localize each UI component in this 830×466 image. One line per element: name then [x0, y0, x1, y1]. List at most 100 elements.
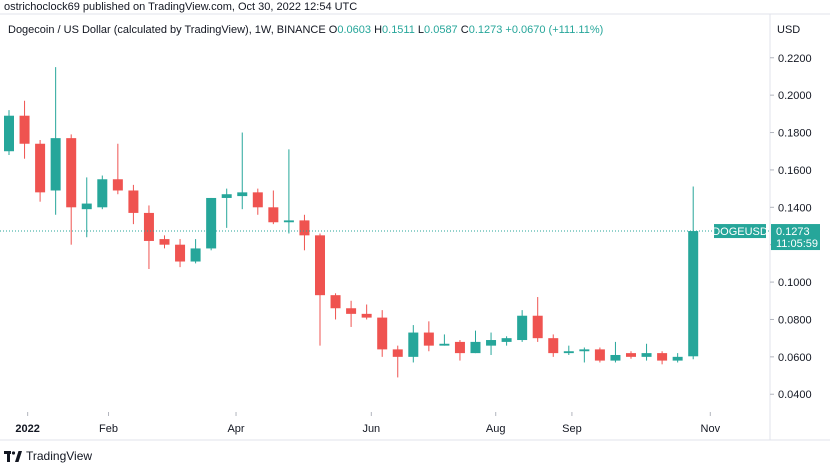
- x-tick-label: Aug: [486, 423, 506, 435]
- candle-body: [315, 235, 325, 296]
- candle-body: [19, 115, 30, 144]
- open-label: O: [328, 24, 338, 36]
- candle[interactable]: [97, 175, 108, 210]
- candle-body: [688, 231, 699, 357]
- candle-body: [672, 356, 683, 361]
- high-label: H: [374, 24, 383, 36]
- candle[interactable]: [454, 340, 465, 361]
- y-tick-label: 0.0600: [778, 352, 812, 364]
- candles-layer: [4, 67, 699, 378]
- candle[interactable]: [377, 310, 388, 357]
- candle-body: [330, 295, 341, 309]
- candle[interactable]: [532, 297, 543, 342]
- candle[interactable]: [128, 184, 139, 225]
- candle-body: [81, 203, 92, 210]
- x-tick-label: Apr: [227, 423, 244, 435]
- y-tick-label: 0.1400: [778, 202, 812, 214]
- candle[interactable]: [486, 332, 497, 355]
- candle-body: [112, 179, 123, 191]
- candle[interactable]: [35, 140, 46, 202]
- candle[interactable]: [283, 149, 294, 234]
- candle[interactable]: [563, 345, 574, 355]
- footer-brand-text: TradingView: [26, 449, 93, 463]
- candle-body: [35, 143, 46, 193]
- candle-body: [252, 192, 263, 208]
- candle[interactable]: [66, 134, 77, 245]
- candle[interactable]: [159, 235, 170, 249]
- open-value: 0.0603: [337, 24, 371, 36]
- y-tick-label: 0.2000: [778, 90, 812, 102]
- high-value: 0.1511: [382, 24, 415, 36]
- candle[interactable]: [423, 321, 434, 352]
- candle-body: [486, 340, 497, 346]
- candle-body: [128, 190, 139, 213]
- candle[interactable]: [439, 334, 450, 346]
- candle-body: [532, 315, 543, 339]
- candle[interactable]: [19, 100, 30, 159]
- candle[interactable]: [190, 239, 201, 264]
- candle[interactable]: [299, 214, 310, 251]
- candle-body: [206, 197, 217, 249]
- candle[interactable]: [330, 293, 341, 320]
- candle-body: [143, 212, 154, 241]
- candle-body: [626, 353, 636, 357]
- candle[interactable]: [392, 345, 403, 378]
- candle-body: [641, 353, 652, 357]
- candle-body: [408, 332, 419, 357]
- candle[interactable]: [4, 110, 14, 155]
- candle-body: [548, 338, 559, 354]
- candle[interactable]: [237, 132, 248, 210]
- candle[interactable]: [221, 188, 232, 228]
- candle-body: [159, 239, 170, 245]
- candle[interactable]: [315, 233, 325, 346]
- candle-body: [610, 354, 621, 361]
- candle-body: [501, 338, 512, 342]
- candle-body: [66, 138, 77, 208]
- candle[interactable]: [112, 143, 123, 195]
- candle[interactable]: [594, 347, 605, 363]
- candle-body: [454, 341, 465, 354]
- candle[interactable]: [517, 310, 528, 342]
- candle-body: [392, 349, 403, 357]
- y-tick-label: 0.1800: [778, 128, 812, 140]
- close-label: C: [460, 24, 469, 36]
- candle[interactable]: [81, 177, 92, 238]
- symbol-description: Dogecoin / US Dollar (calculated by Trad…: [8, 24, 326, 36]
- candle[interactable]: [175, 239, 186, 268]
- candle[interactable]: [143, 205, 154, 269]
- candle[interactable]: [548, 334, 559, 357]
- candle-body: [517, 315, 528, 341]
- candle-body: [175, 244, 186, 262]
- y-tick-label: 0.1600: [778, 165, 812, 177]
- candle[interactable]: [206, 197, 217, 251]
- low-label: L: [417, 24, 425, 36]
- candle[interactable]: [408, 325, 419, 363]
- candle[interactable]: [501, 336, 512, 346]
- candle[interactable]: [268, 190, 279, 225]
- candle[interactable]: [672, 353, 683, 363]
- candle-body: [657, 353, 668, 361]
- footer-brand[interactable]: TradingView: [4, 449, 92, 463]
- candle[interactable]: [50, 67, 61, 215]
- candle-body: [190, 248, 201, 262]
- candle-body: [50, 138, 61, 191]
- candle[interactable]: [610, 341, 621, 363]
- candle[interactable]: [641, 343, 652, 361]
- x-tick-label: Sep: [562, 423, 582, 435]
- candle[interactable]: [626, 351, 636, 359]
- candle-body: [299, 220, 310, 236]
- candle-body: [237, 192, 248, 197]
- x-tick-label: Feb: [99, 423, 118, 435]
- candle[interactable]: [657, 351, 668, 365]
- candle[interactable]: [688, 186, 699, 360]
- candle[interactable]: [346, 300, 357, 327]
- candle-body: [268, 207, 279, 223]
- candle[interactable]: [579, 347, 590, 363]
- candle[interactable]: [470, 330, 481, 354]
- candle-body: [346, 308, 357, 314]
- candle[interactable]: [361, 304, 372, 320]
- candle[interactable]: [252, 188, 263, 215]
